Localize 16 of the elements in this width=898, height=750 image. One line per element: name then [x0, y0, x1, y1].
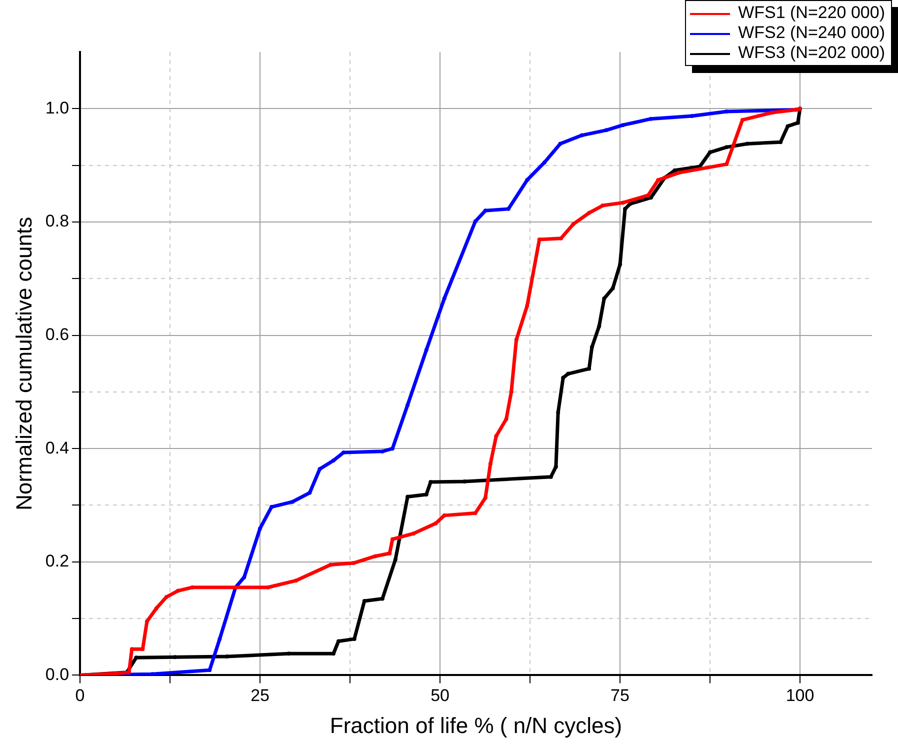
- x-tick-label: 0: [75, 686, 85, 706]
- y-tick-label: 0.8: [45, 212, 70, 231]
- y-tick-label: 0.4: [45, 438, 70, 458]
- x-tick-label: 50: [430, 686, 450, 706]
- legend-label: WFS1 (N=220 000): [737, 3, 885, 23]
- legend-label: WFS3 (N=202 000): [737, 43, 885, 63]
- y-tick-label: 0.2: [45, 552, 70, 571]
- x-tick-label: 75: [610, 686, 630, 706]
- y-tick-label: 0.6: [45, 324, 70, 344]
- y-tick-label: 1.0: [45, 98, 70, 118]
- x-tick-label: 25: [250, 686, 270, 706]
- y-axis-title: Normalized cumulative counts: [11, 216, 36, 510]
- x-axis-title: Fraction of life % ( n/N cycles): [330, 712, 622, 738]
- x-tick-label: 100: [786, 686, 814, 706]
- y-tick-label: 0.0: [45, 664, 70, 684]
- legend-label: WFS2 (N=240 000): [737, 23, 885, 43]
